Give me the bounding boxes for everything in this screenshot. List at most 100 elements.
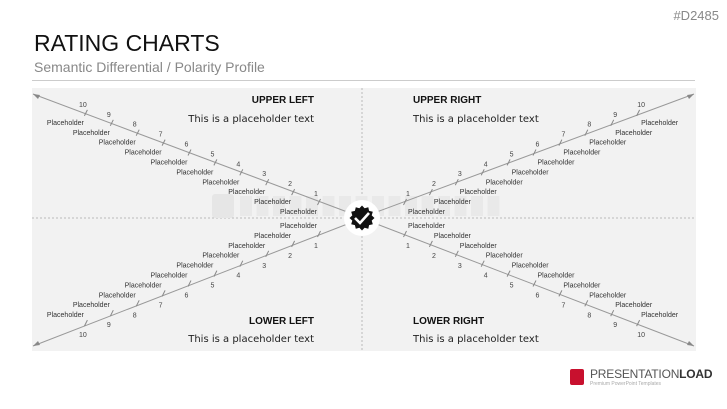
- verified-badge-check-icon: [349, 205, 375, 231]
- tick-number: 6: [185, 293, 189, 300]
- quadrant-text: This is a placeholder text: [187, 334, 314, 345]
- tick-number: 2: [432, 181, 436, 188]
- tick-number: 4: [484, 273, 488, 280]
- rating-label: Placeholder: [151, 273, 189, 280]
- logo-tagline: Premium PowerPoint Templates: [590, 381, 662, 387]
- tick-mark: [532, 149, 537, 156]
- tick-mark: [558, 290, 563, 297]
- tick-number: 1: [406, 191, 410, 198]
- arrow-head-icon: [687, 94, 694, 99]
- tick-mark: [239, 169, 244, 176]
- tick-mark: [480, 169, 485, 176]
- tick-number: 3: [262, 171, 266, 178]
- rating-label: Placeholder: [486, 179, 524, 186]
- tick-number: 3: [458, 171, 462, 178]
- tick-mark: [213, 270, 218, 277]
- tick-mark: [239, 260, 244, 267]
- watermark-letter-shape: [471, 196, 483, 216]
- rating-label: Placeholder: [99, 292, 137, 299]
- quadrant-upper-right: UPPER RIGHT This is a placeholder text 1 Pl…: [373, 93, 695, 216]
- tick-mark: [161, 139, 166, 146]
- tick-mark: [83, 319, 88, 327]
- rating-axis-line: [32, 222, 351, 347]
- rating-label: Placeholder: [125, 150, 163, 157]
- tick-mark: [558, 139, 563, 146]
- tick-number: 3: [262, 263, 266, 270]
- watermark-mark: [212, 194, 234, 218]
- rating-label: Placeholder: [408, 223, 446, 230]
- tick-mark: [506, 159, 511, 166]
- logo-mark-icon: [570, 369, 584, 385]
- tick-mark: [428, 240, 433, 248]
- tick-number: 4: [236, 273, 240, 280]
- watermark-letter-shape: [240, 196, 252, 216]
- quadrant-text: This is a placeholder text: [187, 114, 314, 125]
- tick-number: 8: [133, 122, 137, 129]
- watermark-letter-shape: [388, 196, 401, 216]
- quadrant-text: This is a placeholder text: [412, 334, 539, 345]
- quadrant-heading: LOWER LEFT: [249, 316, 314, 327]
- rating-label: Placeholder: [73, 130, 111, 137]
- rating-label: Placeholder: [641, 120, 679, 127]
- rating-label: Placeholder: [254, 199, 292, 206]
- watermark-letter-shape: [306, 196, 318, 216]
- rating-label: Placeholder: [125, 282, 163, 289]
- logo-brand-bold: LOAD: [679, 367, 713, 381]
- tick-mark: [109, 309, 114, 317]
- tick-mark: [109, 119, 114, 127]
- quadrant-lower-right: LOWER RIGHT This is a placeholder text 1 Pl…: [373, 222, 695, 347]
- tick-number: 9: [613, 322, 617, 329]
- tick-mark: [480, 260, 485, 267]
- tick-number: 5: [510, 151, 514, 158]
- rating-label: Placeholder: [512, 263, 550, 270]
- tick-number: 7: [561, 302, 565, 309]
- tick-mark: [291, 188, 296, 196]
- tick-number: 8: [133, 312, 137, 319]
- rating-label: Placeholder: [615, 302, 653, 309]
- rating-label: Placeholder: [615, 130, 653, 137]
- tick-number: 7: [159, 302, 163, 309]
- watermark-letter-shape: [454, 196, 467, 216]
- watermark-letter-shape: [487, 196, 500, 216]
- rating-label: Placeholder: [460, 189, 498, 196]
- watermark-letter-shape: [256, 196, 269, 216]
- tick-mark: [403, 230, 407, 238]
- tick-number: 4: [236, 161, 240, 168]
- tick-number: 1: [314, 191, 318, 198]
- tick-number: 5: [210, 151, 214, 158]
- tick-number: 1: [314, 243, 318, 250]
- rating-label: Placeholder: [408, 209, 446, 216]
- quadrant-heading: UPPER LEFT: [252, 95, 314, 106]
- rating-label: Placeholder: [47, 120, 85, 127]
- tick-number: 4: [484, 161, 488, 168]
- watermark-letter-shape: [421, 196, 434, 216]
- tick-mark: [636, 109, 641, 117]
- tick-number: 9: [107, 112, 111, 119]
- rating-label: Placeholder: [99, 140, 137, 147]
- tick-number: 9: [107, 322, 111, 329]
- watermark-letter-shape: [322, 196, 335, 216]
- tick-mark: [610, 309, 615, 317]
- rating-label: Placeholder: [641, 312, 679, 319]
- rating-label: Placeholder: [538, 160, 576, 167]
- rating-label: Placeholder: [176, 263, 214, 270]
- rating-label: Placeholder: [228, 189, 266, 196]
- tick-number: 1: [406, 243, 410, 250]
- rating-label: Placeholder: [280, 223, 318, 230]
- tick-mark: [213, 159, 218, 166]
- quadrant-heading: UPPER RIGHT: [413, 95, 481, 106]
- rating-label: Placeholder: [486, 253, 524, 260]
- tick-number: 5: [210, 283, 214, 290]
- rating-label: Placeholder: [512, 169, 550, 176]
- tick-number: 7: [561, 132, 565, 139]
- tick-number: 6: [536, 142, 540, 149]
- tick-mark: [317, 198, 321, 206]
- arrow-head-icon: [33, 341, 40, 346]
- rating-label: Placeholder: [434, 199, 472, 206]
- rating-label: Placeholder: [202, 253, 240, 260]
- tick-number: 2: [432, 253, 436, 260]
- tick-mark: [135, 300, 140, 307]
- arrow-head-icon: [33, 94, 40, 99]
- tick-number: 10: [79, 102, 87, 109]
- tick-mark: [636, 319, 641, 327]
